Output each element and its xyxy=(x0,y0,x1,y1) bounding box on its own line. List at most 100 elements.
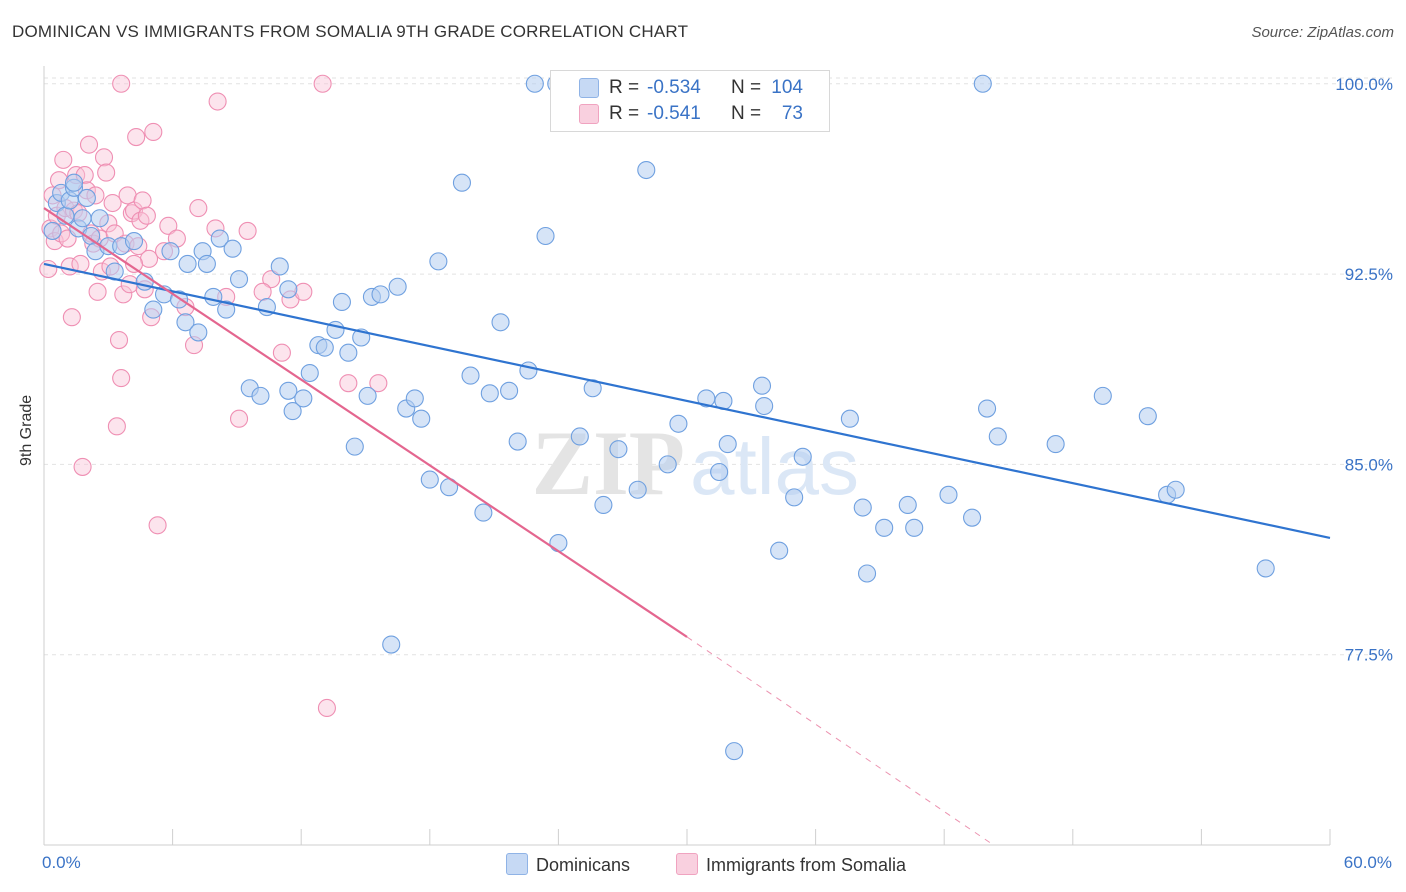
somalia-point xyxy=(97,163,116,182)
dominicans-point xyxy=(549,533,568,553)
somalia-point xyxy=(109,330,129,350)
dominicans-point xyxy=(1093,386,1112,405)
dominicans-point xyxy=(875,518,894,537)
somalia-point xyxy=(159,216,178,235)
somalia-point xyxy=(253,282,272,301)
dominicans-point xyxy=(491,313,510,332)
legend-item-somalia[interactable]: Immigrants from Somalia xyxy=(676,853,906,875)
somalia-point xyxy=(88,282,107,301)
dominicans-point xyxy=(973,74,992,93)
dominicans-point xyxy=(1166,480,1185,499)
dominicans-point xyxy=(388,277,407,296)
dominicans-point xyxy=(963,508,982,527)
dominicans-point xyxy=(1138,407,1157,426)
dominicans-point xyxy=(358,386,377,405)
somalia-point xyxy=(313,74,332,93)
dominicans-point xyxy=(978,399,997,418)
n-value: 73 xyxy=(781,103,803,124)
somalia-point xyxy=(294,282,313,301)
somalia-point xyxy=(208,92,227,111)
y-tick-label: 77.5% xyxy=(1345,646,1393,665)
dominicans-point xyxy=(339,343,358,362)
chart-title: DOMINICAN VS IMMIGRANTS FROM SOMALIA 9TH… xyxy=(12,22,689,41)
dominicans-point xyxy=(525,74,544,93)
somalia-point xyxy=(238,221,257,240)
r-value: -0.541 xyxy=(647,103,701,124)
dominicans-point xyxy=(412,409,431,428)
somalia-point xyxy=(39,259,58,279)
trend-lines xyxy=(43,207,1331,846)
somalia-point xyxy=(189,199,208,218)
somalia-trend-extension xyxy=(686,636,994,846)
legend-swatch-dominicans xyxy=(506,853,528,875)
dominicans-point xyxy=(176,313,195,332)
dominicans-point xyxy=(853,498,872,517)
dominicans-point xyxy=(300,363,319,383)
dominicans-point xyxy=(452,173,472,192)
somalia-point xyxy=(339,374,358,393)
dominicans-point xyxy=(43,221,62,240)
dominicans-point xyxy=(461,366,480,385)
legend-item-dominicans[interactable]: Dominicans xyxy=(506,853,630,875)
somalia-point xyxy=(139,249,159,268)
x-tick-label-min: 0.0% xyxy=(42,853,81,872)
source-label: Source: ZipAtlas.com xyxy=(1251,24,1394,41)
dominicans-point xyxy=(669,414,688,433)
somalia-point xyxy=(118,186,137,205)
dominicans-point xyxy=(508,432,527,451)
dominicans-point xyxy=(251,386,270,405)
r-value: -0.534 xyxy=(647,77,701,98)
dominicans-point xyxy=(710,462,729,482)
dominicans-point xyxy=(405,389,424,408)
somalia-point xyxy=(107,417,126,436)
dominicans-point xyxy=(1256,559,1275,578)
dominicans-point xyxy=(536,226,555,246)
r-label: R = xyxy=(609,77,640,98)
dominicans-point xyxy=(570,427,589,446)
dominicans-point xyxy=(519,361,538,380)
somalia-point xyxy=(137,206,156,225)
dominicans-point xyxy=(770,541,789,560)
somalia-point xyxy=(94,148,114,167)
somalia-point xyxy=(103,193,122,213)
grid-lines xyxy=(44,77,1392,656)
dominicans-point xyxy=(1046,435,1065,454)
somalia-point xyxy=(79,135,99,154)
dominicans-point xyxy=(90,209,109,228)
dominicans-point xyxy=(279,280,298,299)
dominicans-point xyxy=(204,287,223,306)
dominicans-point xyxy=(480,384,499,403)
dominicans-point xyxy=(658,455,677,474)
dominicans-point xyxy=(73,209,92,228)
somalia-point xyxy=(262,270,281,289)
dominicans-point xyxy=(628,480,647,499)
dominicans-point xyxy=(905,518,924,537)
dominicans-point xyxy=(637,160,656,180)
dominicans-point xyxy=(210,229,229,248)
dominicans-point xyxy=(294,389,313,408)
dominicans-trend-line xyxy=(43,262,1331,540)
dominicans-point xyxy=(217,300,236,319)
somalia-trend-line xyxy=(43,207,688,638)
somalia-point xyxy=(144,122,163,142)
legend-label-somalia: Immigrants from Somalia xyxy=(706,855,907,875)
axes xyxy=(43,66,1331,846)
stats-box: R = -0.534 N = 104 R = -0.541 N = 73 xyxy=(550,70,830,132)
dominicans-point xyxy=(223,239,242,258)
dominicans-point xyxy=(609,440,628,459)
somalia-point xyxy=(272,343,291,362)
somalia-point xyxy=(229,409,249,428)
dominicans-point xyxy=(718,435,737,454)
dominicans-point xyxy=(332,292,351,312)
dominicans-point xyxy=(283,402,302,421)
n-label: N = xyxy=(731,77,762,98)
dominicans-point xyxy=(279,381,298,400)
dominicans-point xyxy=(793,447,812,466)
dominicans-point xyxy=(345,437,364,456)
dominicans-point xyxy=(785,488,804,507)
dominicans-point xyxy=(178,254,197,273)
legend-label-dominicans: Dominicans xyxy=(536,855,631,875)
dominicans-point xyxy=(898,495,917,515)
somalia-point xyxy=(62,308,81,327)
dominicans-point xyxy=(752,376,772,395)
